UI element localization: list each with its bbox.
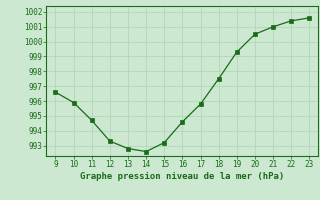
X-axis label: Graphe pression niveau de la mer (hPa): Graphe pression niveau de la mer (hPa) (80, 172, 284, 181)
